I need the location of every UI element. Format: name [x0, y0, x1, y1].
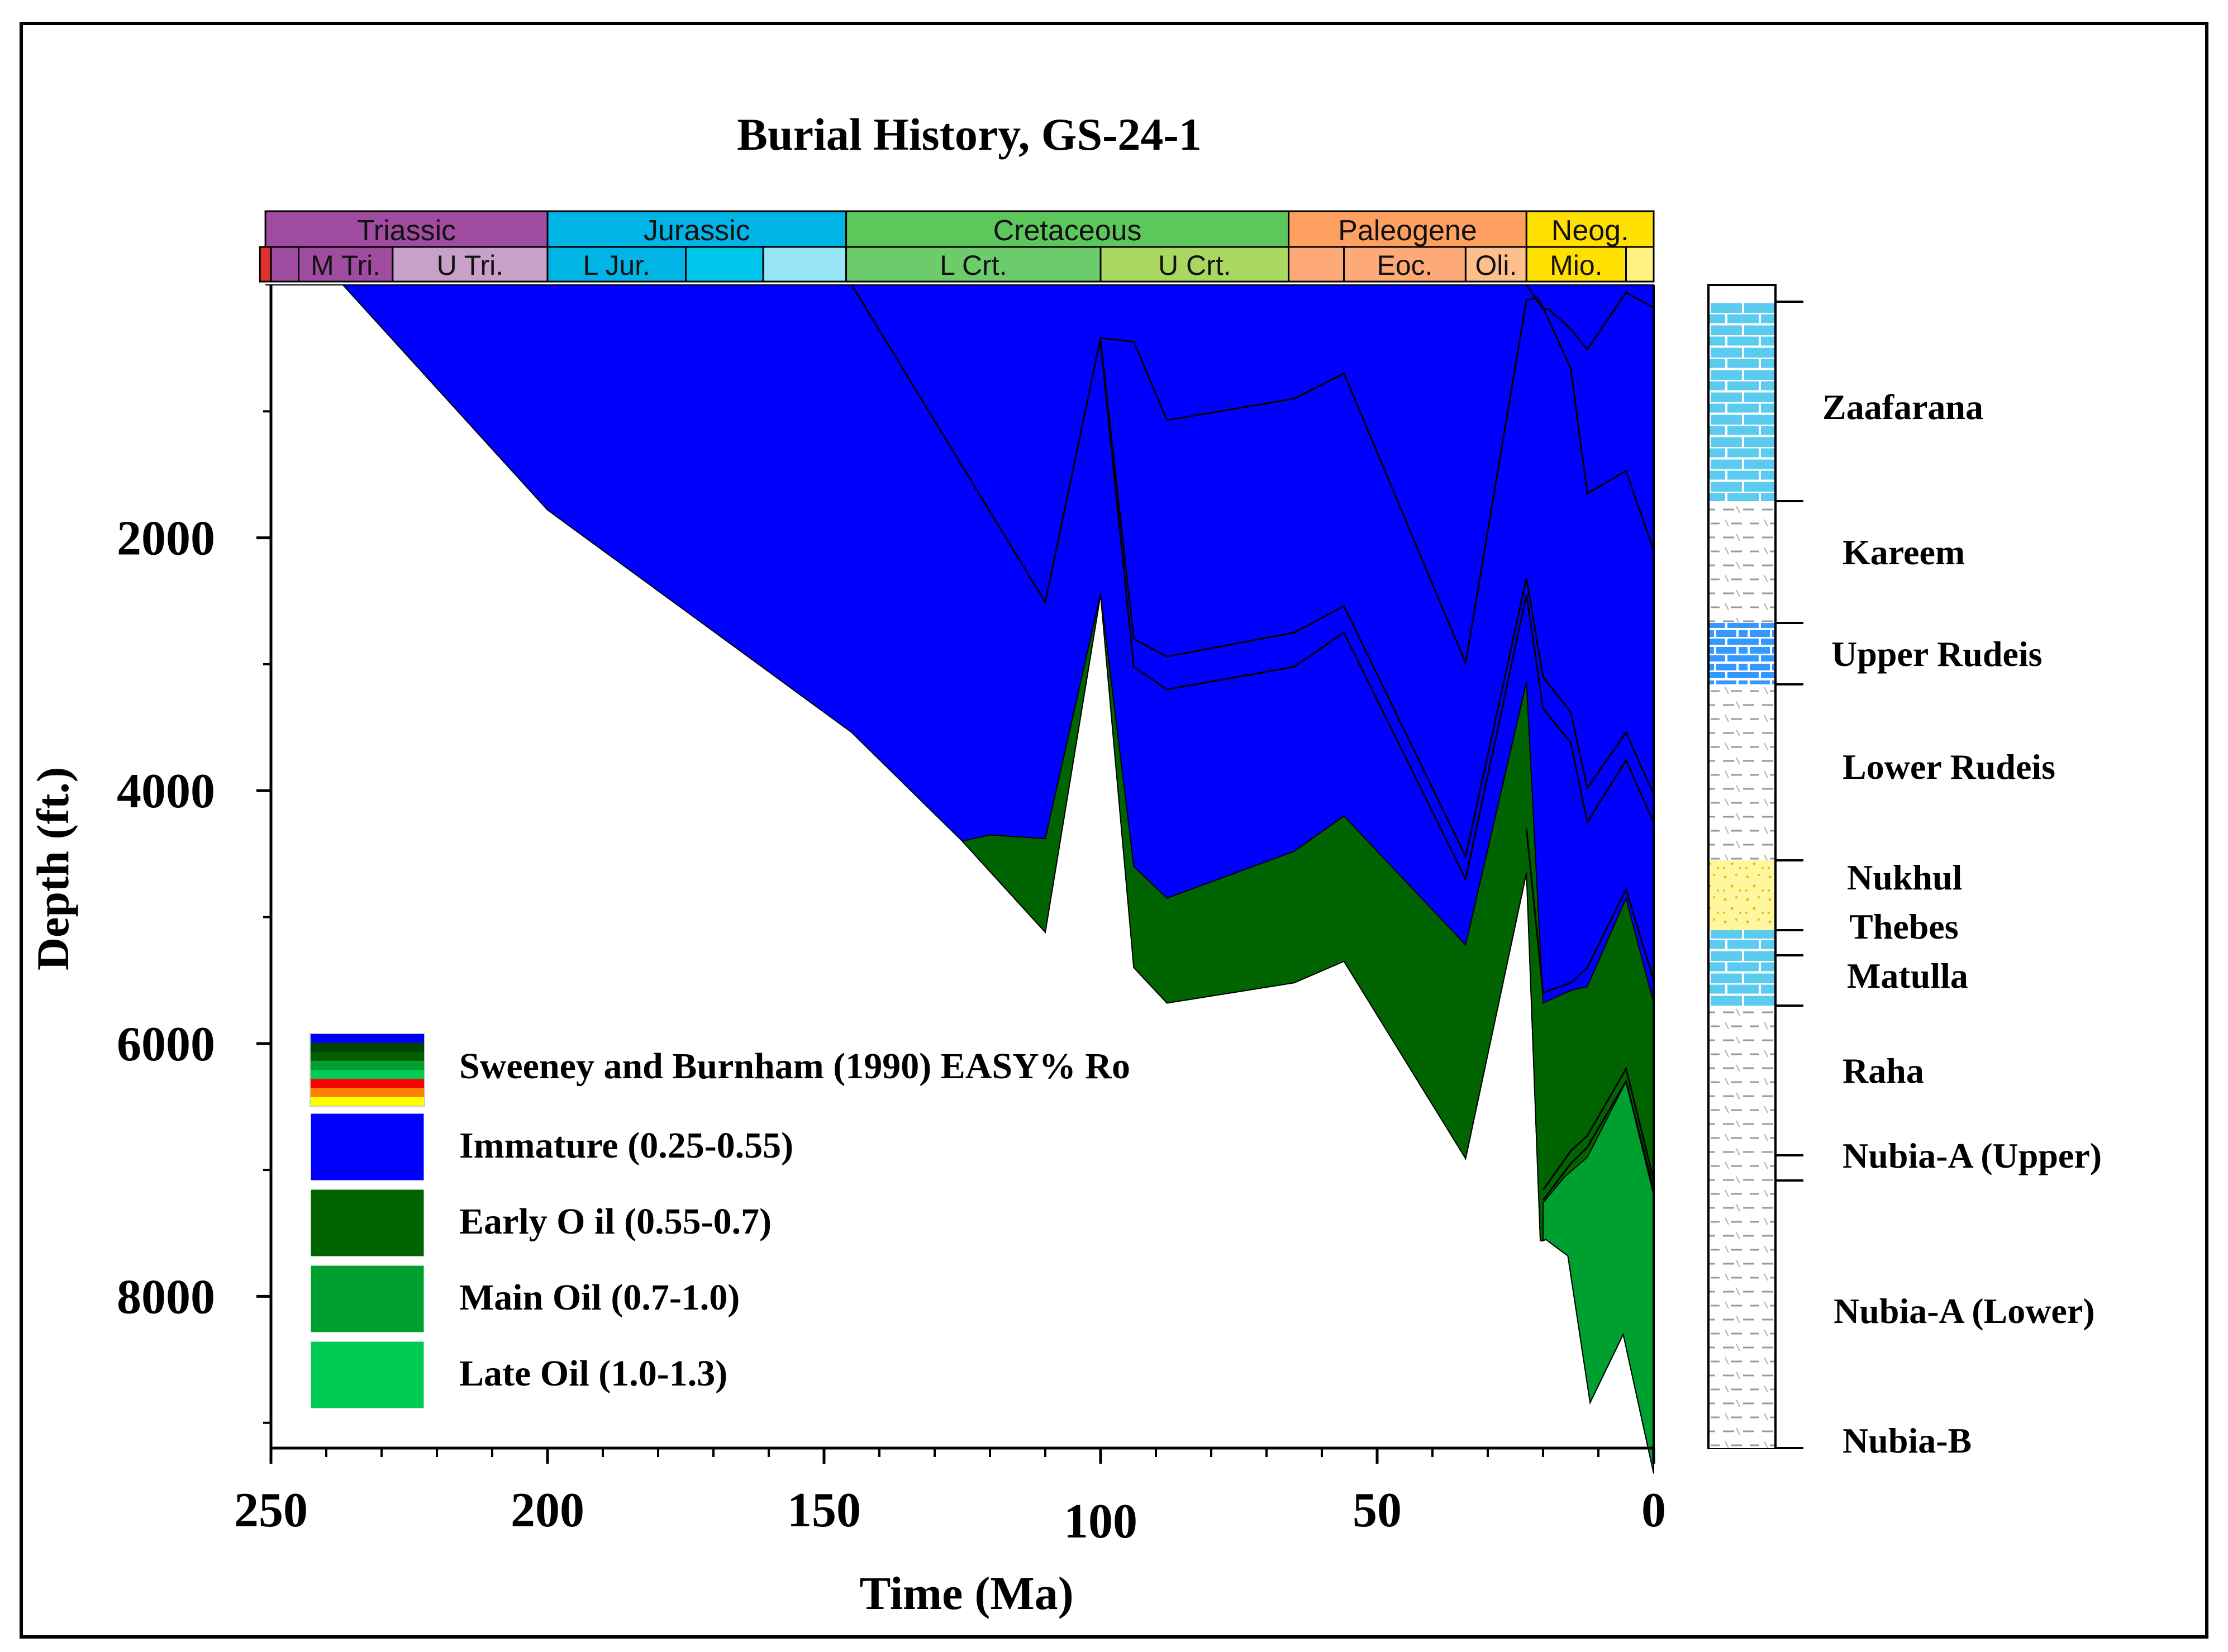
x-axis-label: Time (Ma)	[859, 1568, 1073, 1620]
x-tick-label: 200	[511, 1483, 584, 1537]
lithology-unit	[1710, 1006, 1774, 1155]
legend-ramp-band	[310, 1070, 425, 1079]
y-tick-label: 8000	[117, 1270, 215, 1324]
horizon-line-5	[1542, 1067, 1655, 1191]
epoch-12	[1525, 246, 1627, 283]
legend-title: Sweeney and Burnham (1990) EASY% Ro	[459, 1046, 1130, 1087]
epoch-label: L Jur.	[583, 250, 650, 281]
zone-main_oil	[1543, 1079, 1654, 1474]
x-tick-label: 150	[787, 1483, 861, 1537]
legend-ramp-band	[310, 1060, 425, 1070]
horizon-line-6	[1542, 1079, 1655, 1201]
lithology-label: Nukhul	[1847, 858, 1962, 897]
epoch-label: L Crt.	[940, 250, 1007, 281]
legend-swatch	[309, 1188, 426, 1258]
epoch-1	[270, 246, 299, 283]
epoch-label: Eoc.	[1377, 250, 1432, 281]
x-tick-label: 100	[1064, 1494, 1137, 1549]
epoch-0	[259, 246, 272, 283]
figure-frame	[20, 22, 2208, 1639]
lithology-label: Nubia-A (Lower)	[1834, 1291, 2095, 1331]
epoch-label: Oli.	[1475, 250, 1517, 281]
legend-label: Main Oil (0.7-1.0)	[459, 1277, 740, 1318]
legend-ramp-band	[310, 1097, 425, 1107]
epoch-4	[546, 246, 687, 283]
epoch-6	[762, 246, 848, 283]
epoch-label: U Tri.	[437, 250, 503, 281]
y-axis-label: Depth (ft.)	[27, 767, 78, 970]
period-3	[1288, 210, 1527, 248]
lithology-label: Upper Rudeis	[1831, 634, 2043, 674]
lithology-unit	[1710, 623, 1774, 684]
epoch-11	[1464, 246, 1527, 283]
legend-ramp-swatch	[310, 1033, 425, 1107]
lithology-label: Matulla	[1847, 956, 1968, 996]
horizon-line-1	[851, 284, 1655, 666]
epoch-2	[298, 246, 394, 283]
period-label: Jurassic	[644, 215, 750, 247]
x-tick-label: 50	[1353, 1483, 1402, 1537]
legend-swatch	[309, 1112, 426, 1182]
period-label: Cretaceous	[993, 215, 1142, 247]
legend-ramp-band	[310, 1088, 425, 1098]
period-label: Triassic	[357, 215, 456, 247]
horizon-lines	[851, 284, 1655, 1201]
lithology-unit	[1710, 302, 1774, 501]
y-tick-label: 4000	[117, 764, 215, 818]
epoch-13	[1625, 246, 1655, 283]
epoch-3	[392, 246, 549, 283]
geologic-time-scale: Triassic Jurassic Cretaceous Paleogene Neog.…	[259, 210, 1655, 283]
y-tick-label: 2000	[117, 512, 215, 566]
lithology-unit	[1710, 955, 1774, 1006]
epoch-label: Mio.	[1550, 250, 1602, 281]
epoch-5	[685, 246, 764, 283]
lithology-unit	[1710, 684, 1774, 860]
lithology-unit	[1710, 860, 1774, 930]
lithology-unit	[1710, 501, 1774, 623]
epoch-10	[1343, 246, 1467, 283]
period-label: Neog.	[1551, 215, 1629, 247]
lithology-unit	[1710, 1180, 1774, 1448]
legend-label: Early O il (0.55-0.7)	[459, 1201, 772, 1242]
lithology-label: Thebes	[1849, 907, 1959, 946]
legend-swatch	[309, 1264, 426, 1334]
lithology-label: Kareem	[1843, 532, 1965, 572]
legend-ramp-band	[310, 1034, 425, 1043]
horizon-line-3	[1099, 342, 1655, 882]
lithology-label: Lower Rudeis	[1843, 747, 2055, 787]
legend-ramp-band	[310, 1079, 425, 1089]
x-tick-label: 250	[234, 1483, 308, 1537]
period-label: Paleogene	[1338, 215, 1477, 247]
chart-title: Burial History, GS-24-1	[737, 109, 1201, 160]
legend-ramp-band	[310, 1042, 425, 1053]
x-tick-label: 0	[1641, 1483, 1666, 1537]
epoch-label: M Tri.	[311, 250, 380, 281]
legend: Sweeney and Burnham (1990) EASY% Ro Immat…	[309, 1033, 1130, 1410]
epoch-label: U Crt.	[1158, 250, 1231, 281]
legend-ramp-band	[310, 1051, 425, 1061]
epoch-9	[1288, 246, 1345, 283]
lithology-label: Raha	[1843, 1051, 1924, 1091]
y-tick-label: 6000	[117, 1017, 215, 1072]
legend-label: Immature (0.25-0.55)	[459, 1125, 793, 1166]
horizon-line-4	[1525, 828, 1655, 994]
lithology-label: Nubia-A (Upper)	[1843, 1136, 2102, 1175]
lithology-unit	[1710, 930, 1774, 955]
epoch-7	[845, 246, 1102, 283]
axes: 2000 4000 6000 8000 250 200 150 100 50 0	[117, 285, 1666, 1549]
legend-swatch	[309, 1340, 426, 1410]
lithology-unit	[1710, 1155, 1774, 1180]
legend-label: Late Oil (1.0-1.3)	[459, 1353, 727, 1394]
lithology-label: Zaafarana	[1822, 387, 1983, 427]
lithology-column: Zaafarana Kareem Upper Rudeis Lower Rudeis N…	[1707, 284, 2102, 1460]
horizon-line-2	[1099, 340, 1655, 859]
epoch-8	[1099, 246, 1290, 283]
lithology-label: Nubia-B	[1843, 1421, 1972, 1460]
